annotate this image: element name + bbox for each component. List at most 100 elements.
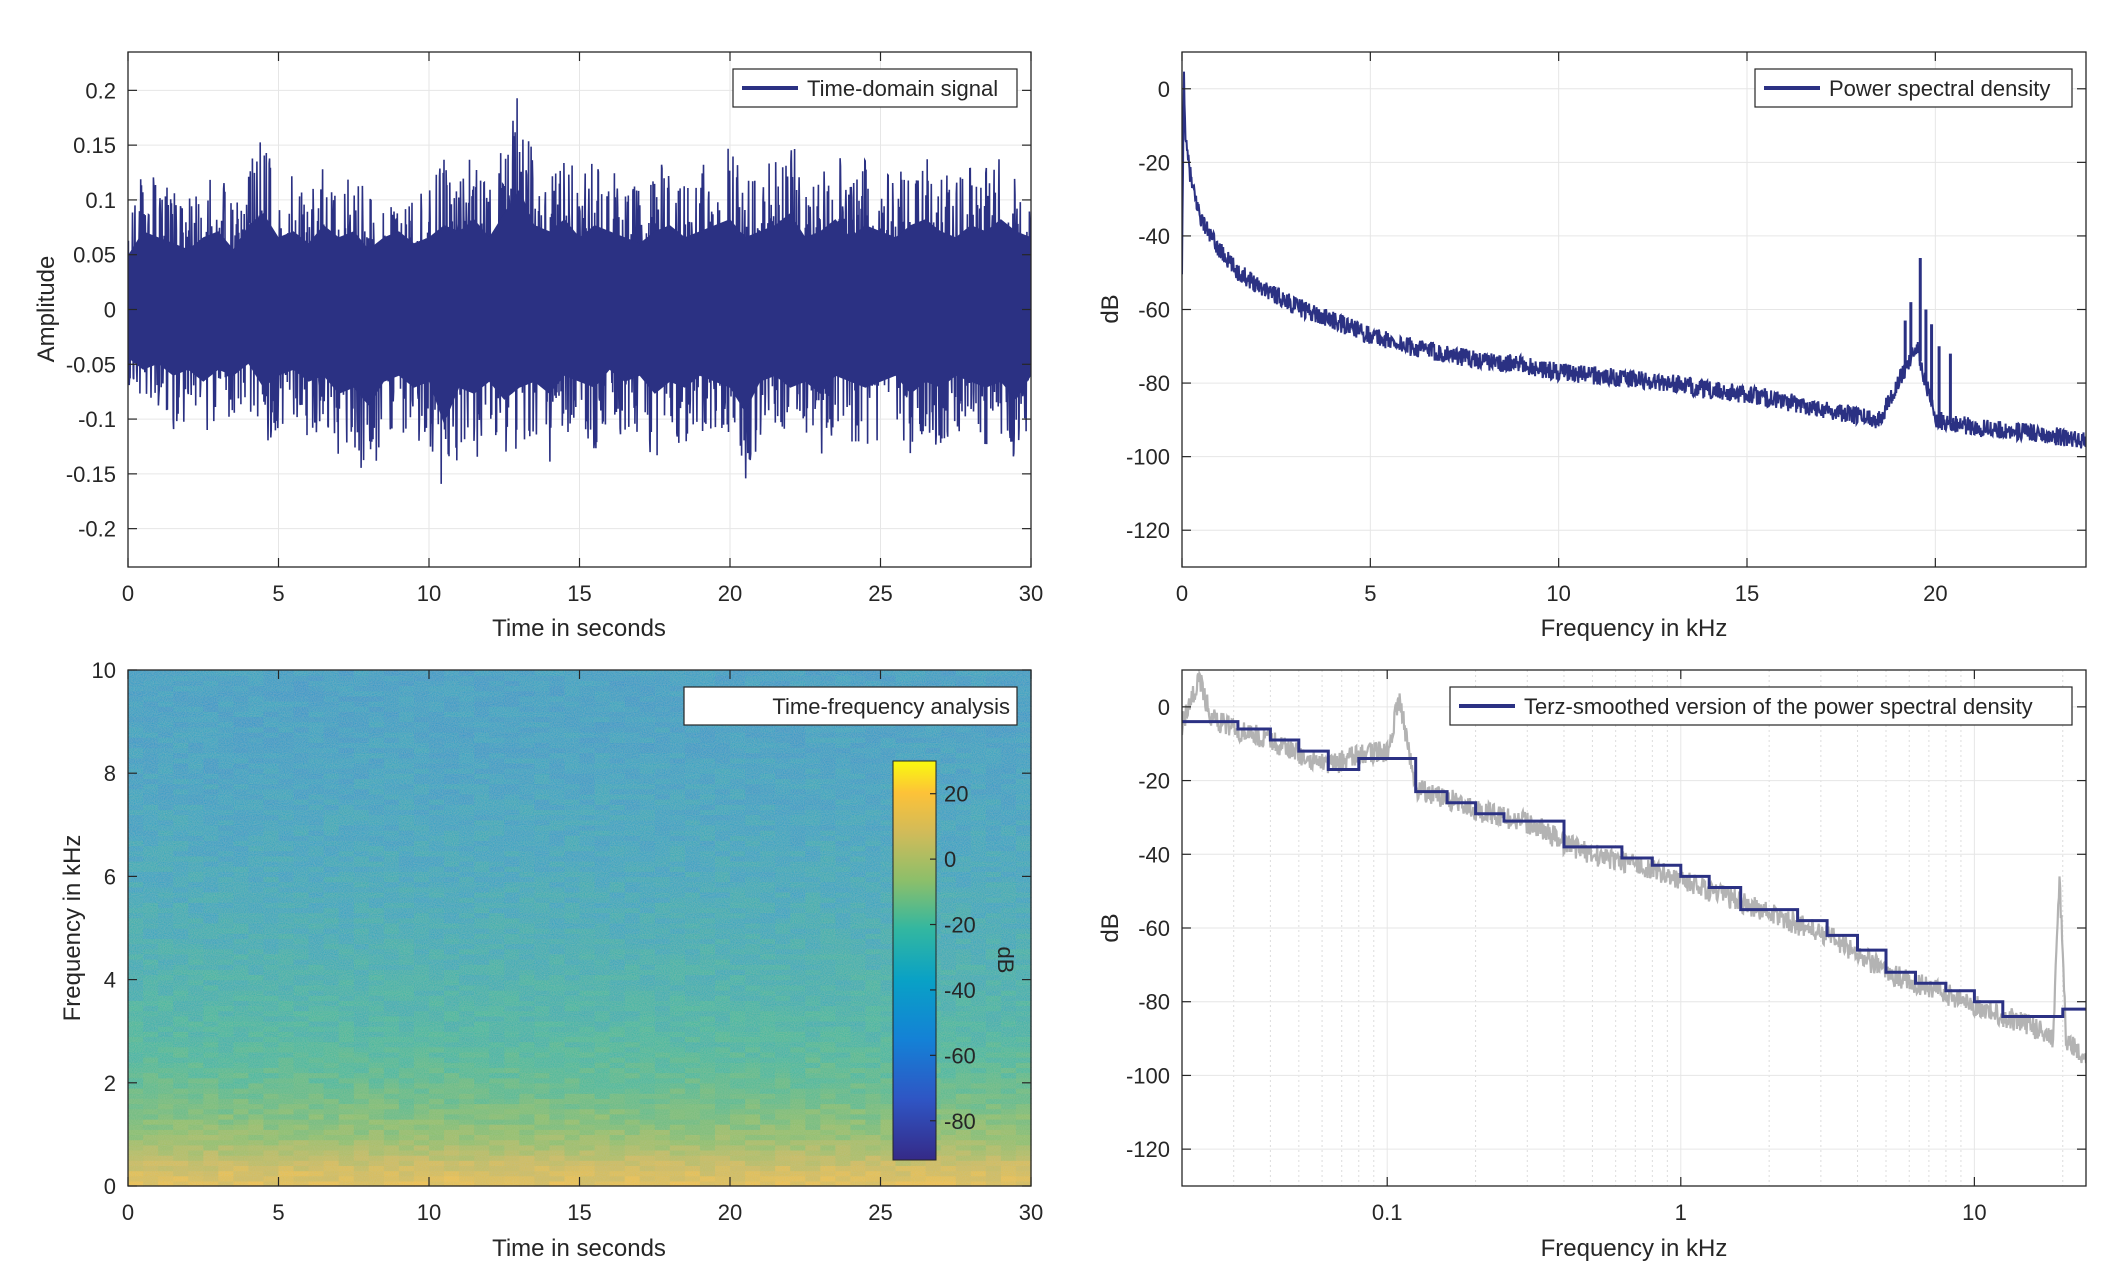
- spectrogram-cell: [383, 933, 400, 939]
- spectrogram-cell: [745, 876, 761, 883]
- spectrogram-cell: [1015, 1077, 1032, 1084]
- spectrogram-cell: [429, 1020, 445, 1027]
- spectrogram-cell: [775, 814, 791, 821]
- spectrogram-cell: [730, 1118, 746, 1125]
- spectrogram-cell: [1000, 1149, 1017, 1156]
- spectrogram-cell: [850, 1067, 866, 1074]
- spectrogram-cell: [308, 912, 325, 919]
- spectrogram-cell: [1000, 907, 1017, 914]
- spectrogram-cell: [504, 1088, 520, 1094]
- spectrogram-cell: [504, 964, 520, 970]
- spectrogram-cell: [368, 912, 385, 919]
- spectrogram-cell: [353, 1144, 370, 1151]
- spectrogram-cell: [1000, 1088, 1017, 1094]
- spectrogram-cell: [564, 1046, 581, 1053]
- spectrogram-cell: [955, 799, 972, 805]
- spectrogram-cell: [338, 871, 355, 877]
- spectrogram-cell: [564, 897, 581, 903]
- spectrogram-cell: [444, 928, 460, 934]
- spectrogram-cell: [489, 1124, 505, 1130]
- spectrogram-cell: [353, 891, 370, 898]
- spectrogram-cell: [684, 938, 701, 945]
- spectrogram-cell: [669, 912, 686, 919]
- spectrogram-cell: [128, 866, 144, 872]
- spectrogram-cell: [248, 1098, 265, 1105]
- spectrogram-cell: [760, 979, 776, 986]
- spectrogram-cell: [368, 1057, 385, 1063]
- spectrogram-cell: [504, 989, 520, 996]
- spectrogram-cell: [745, 845, 761, 852]
- spectrogram-cell: [263, 1051, 280, 1058]
- spectrogram-cell: [654, 1108, 671, 1115]
- spectrogram-cell: [579, 1129, 596, 1135]
- spectrogram-cell: [715, 809, 731, 816]
- spectrogram-cell: [534, 850, 551, 857]
- spectrogram-cell: [263, 1062, 280, 1068]
- spectrogram-cell: [790, 989, 806, 996]
- spectrogram-cell: [338, 891, 355, 898]
- spectrogram-cell: [158, 959, 174, 965]
- spectrogram-cell: [715, 928, 731, 934]
- spectrogram-cell: [203, 902, 219, 908]
- spectrogram-cell: [639, 1175, 656, 1182]
- spectrogram-cell: [835, 1031, 852, 1037]
- spectrogram-cell: [353, 917, 370, 924]
- spectrogram-cell: [489, 819, 505, 826]
- spectrogram-cell: [985, 799, 1002, 805]
- spectrogram-cell: [940, 969, 957, 976]
- spectrogram-cell: [519, 850, 535, 857]
- spectrogram-cell: [790, 793, 806, 800]
- spectrogram-cell: [444, 1005, 460, 1012]
- spectrogram-cell: [248, 1170, 265, 1177]
- spectrogram-cell: [654, 819, 671, 826]
- spectrogram-cell: [143, 793, 159, 800]
- spectrogram-cell: [835, 989, 852, 996]
- spectrogram-cell: [203, 1155, 219, 1161]
- spectrogram-cell: [188, 824, 204, 831]
- spectrogram-cell: [835, 969, 852, 976]
- spectrogram-cell: [188, 845, 204, 852]
- spectrogram-cell: [383, 917, 400, 924]
- spectrogram-cell: [715, 1149, 731, 1156]
- spectrogram-cell: [534, 1155, 551, 1161]
- spectrogram-cell: [233, 1155, 249, 1161]
- spectrogram-cell: [173, 788, 189, 795]
- spectrogram-cell: [970, 912, 987, 919]
- spectrogram-cell: [624, 1149, 641, 1156]
- spectrogram-cell: [775, 1108, 791, 1115]
- spectrogram-cell: [985, 1082, 1002, 1089]
- spectrogram-cell: [429, 804, 445, 810]
- spectrogram-cell: [715, 995, 731, 1001]
- spectrogram-cell: [609, 876, 626, 883]
- spectrogram-cell: [594, 773, 611, 779]
- spectrogram-cell: [970, 1057, 987, 1063]
- spectrogram-cell: [353, 912, 370, 919]
- spectrogram-cell: [248, 778, 265, 785]
- spectrogram-cell: [278, 871, 295, 877]
- spectrogram-cell: [233, 1026, 249, 1032]
- spectrogram-cell: [654, 1088, 671, 1094]
- spectrogram-cell: [143, 984, 159, 991]
- spectrogram-cell: [338, 845, 355, 852]
- spectrogram-cell: [1015, 773, 1032, 779]
- spectrogram-cell: [1000, 1108, 1017, 1115]
- spectrogram-cell: [534, 1134, 551, 1141]
- spectrogram-cell: [549, 871, 565, 877]
- spectrogram-cell: [730, 1072, 746, 1079]
- spectrogram-cell: [865, 788, 882, 795]
- spectrogram-cell: [383, 860, 400, 867]
- spectrogram-cell: [970, 835, 987, 841]
- spectrogram-cell: [218, 1057, 234, 1063]
- spectrogram-cell: [308, 1072, 325, 1079]
- spectrogram-cell: [429, 1046, 445, 1053]
- spectrogram-cell: [850, 1149, 866, 1156]
- spectrogram-cell: [820, 1103, 836, 1110]
- spectrogram-cell: [338, 773, 355, 779]
- spectrogram-cell: [429, 922, 445, 929]
- spectrogram-cell: [504, 773, 520, 779]
- spectrogram-cell: [985, 860, 1002, 867]
- spectrogram-cell: [158, 1175, 174, 1182]
- spectrogram-cell: [745, 1088, 761, 1094]
- spectrogram-cell: [308, 860, 325, 867]
- spectrogram-cell: [218, 1005, 234, 1012]
